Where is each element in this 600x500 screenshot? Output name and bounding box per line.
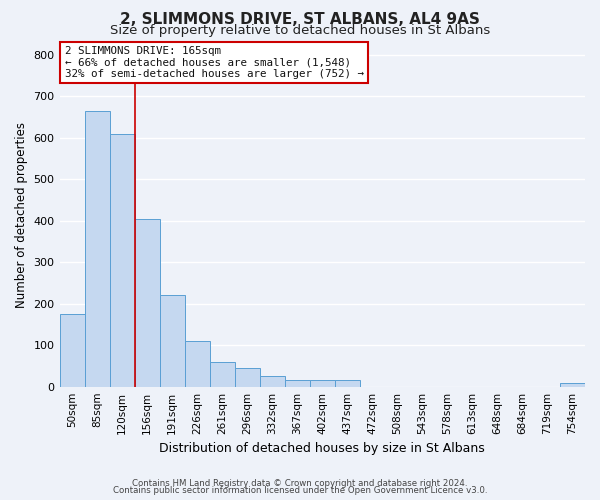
Bar: [260, 376, 285, 386]
Text: Contains HM Land Registry data © Crown copyright and database right 2024.: Contains HM Land Registry data © Crown c…: [132, 478, 468, 488]
Bar: [185, 341, 209, 386]
Bar: [560, 382, 585, 386]
Bar: [85, 111, 110, 386]
Bar: [285, 380, 310, 386]
Bar: [59, 314, 85, 386]
Bar: [310, 380, 335, 386]
Text: Contains public sector information licensed under the Open Government Licence v3: Contains public sector information licen…: [113, 486, 487, 495]
Bar: [209, 362, 235, 386]
Bar: [160, 296, 185, 386]
Y-axis label: Number of detached properties: Number of detached properties: [15, 122, 28, 308]
Bar: [235, 368, 260, 386]
Text: 2, SLIMMONS DRIVE, ST ALBANS, AL4 9AS: 2, SLIMMONS DRIVE, ST ALBANS, AL4 9AS: [120, 12, 480, 28]
Text: 2 SLIMMONS DRIVE: 165sqm
← 66% of detached houses are smaller (1,548)
32% of sem: 2 SLIMMONS DRIVE: 165sqm ← 66% of detach…: [65, 46, 364, 79]
X-axis label: Distribution of detached houses by size in St Albans: Distribution of detached houses by size …: [160, 442, 485, 455]
Bar: [110, 134, 134, 386]
Bar: [335, 380, 360, 386]
Text: Size of property relative to detached houses in St Albans: Size of property relative to detached ho…: [110, 24, 490, 37]
Bar: [134, 218, 160, 386]
